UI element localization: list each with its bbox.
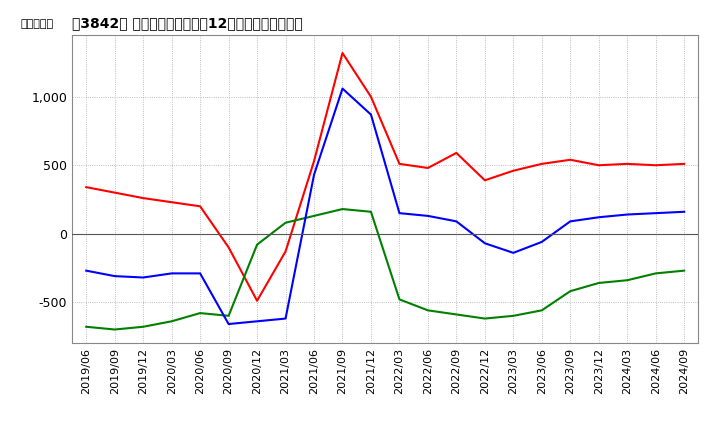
投資CF — [537, 308, 546, 313]
フリーCF — [537, 239, 546, 245]
投資CF — [282, 220, 290, 225]
営業CF — [423, 165, 432, 171]
フリーCF — [253, 319, 261, 324]
投資CF — [395, 297, 404, 302]
投資CF — [225, 313, 233, 319]
投資CF — [82, 324, 91, 330]
投資CF — [480, 316, 489, 321]
営業CF — [225, 245, 233, 250]
フリーCF — [82, 268, 91, 273]
投資CF — [423, 308, 432, 313]
フリーCF — [366, 112, 375, 117]
投資CF — [139, 324, 148, 330]
フリーCF — [680, 209, 688, 214]
営業CF — [480, 178, 489, 183]
フリーCF — [167, 271, 176, 276]
投資CF — [366, 209, 375, 214]
投資CF — [509, 313, 518, 319]
フリーCF — [595, 215, 603, 220]
投資CF — [110, 327, 119, 332]
フリーCF — [395, 210, 404, 216]
営業CF — [452, 150, 461, 156]
営業CF — [310, 158, 318, 164]
フリーCF — [196, 271, 204, 276]
投資CF — [167, 319, 176, 324]
営業CF — [509, 168, 518, 173]
フリーCF — [623, 212, 631, 217]
フリーCF — [652, 210, 660, 216]
投資CF — [566, 289, 575, 294]
営業CF — [623, 161, 631, 166]
Line: フリーCF: フリーCF — [86, 88, 684, 324]
投資CF — [310, 213, 318, 219]
営業CF — [680, 161, 688, 166]
営業CF — [652, 163, 660, 168]
営業CF — [595, 163, 603, 168]
フリーCF — [423, 213, 432, 219]
フリーCF — [509, 250, 518, 256]
フリーCF — [282, 316, 290, 321]
投資CF — [452, 312, 461, 317]
投資CF — [196, 311, 204, 316]
フリーCF — [452, 219, 461, 224]
フリーCF — [338, 86, 347, 91]
Line: 投資CF: 投資CF — [86, 209, 684, 330]
営業CF — [167, 200, 176, 205]
投資CF — [652, 271, 660, 276]
投資CF — [338, 206, 347, 212]
Line: 営業CF: 営業CF — [86, 53, 684, 301]
営業CF — [338, 50, 347, 55]
Text: ［3842］ キャッシュフローの12か月移動合計の推移: ［3842］ キャッシュフローの12か月移動合計の推移 — [72, 16, 302, 30]
フリーCF — [566, 219, 575, 224]
営業CF — [366, 94, 375, 99]
Text: （百万円）: （百万円） — [21, 19, 54, 29]
営業CF — [196, 204, 204, 209]
フリーCF — [225, 321, 233, 326]
営業CF — [82, 184, 91, 190]
フリーCF — [480, 241, 489, 246]
営業CF — [566, 157, 575, 162]
営業CF — [139, 195, 148, 201]
フリーCF — [139, 275, 148, 280]
営業CF — [537, 161, 546, 166]
営業CF — [253, 298, 261, 304]
フリーCF — [110, 274, 119, 279]
投資CF — [595, 280, 603, 286]
営業CF — [110, 190, 119, 195]
営業CF — [395, 161, 404, 166]
投資CF — [680, 268, 688, 273]
フリーCF — [310, 172, 318, 177]
営業CF — [282, 249, 290, 254]
投資CF — [253, 242, 261, 247]
投資CF — [623, 278, 631, 283]
